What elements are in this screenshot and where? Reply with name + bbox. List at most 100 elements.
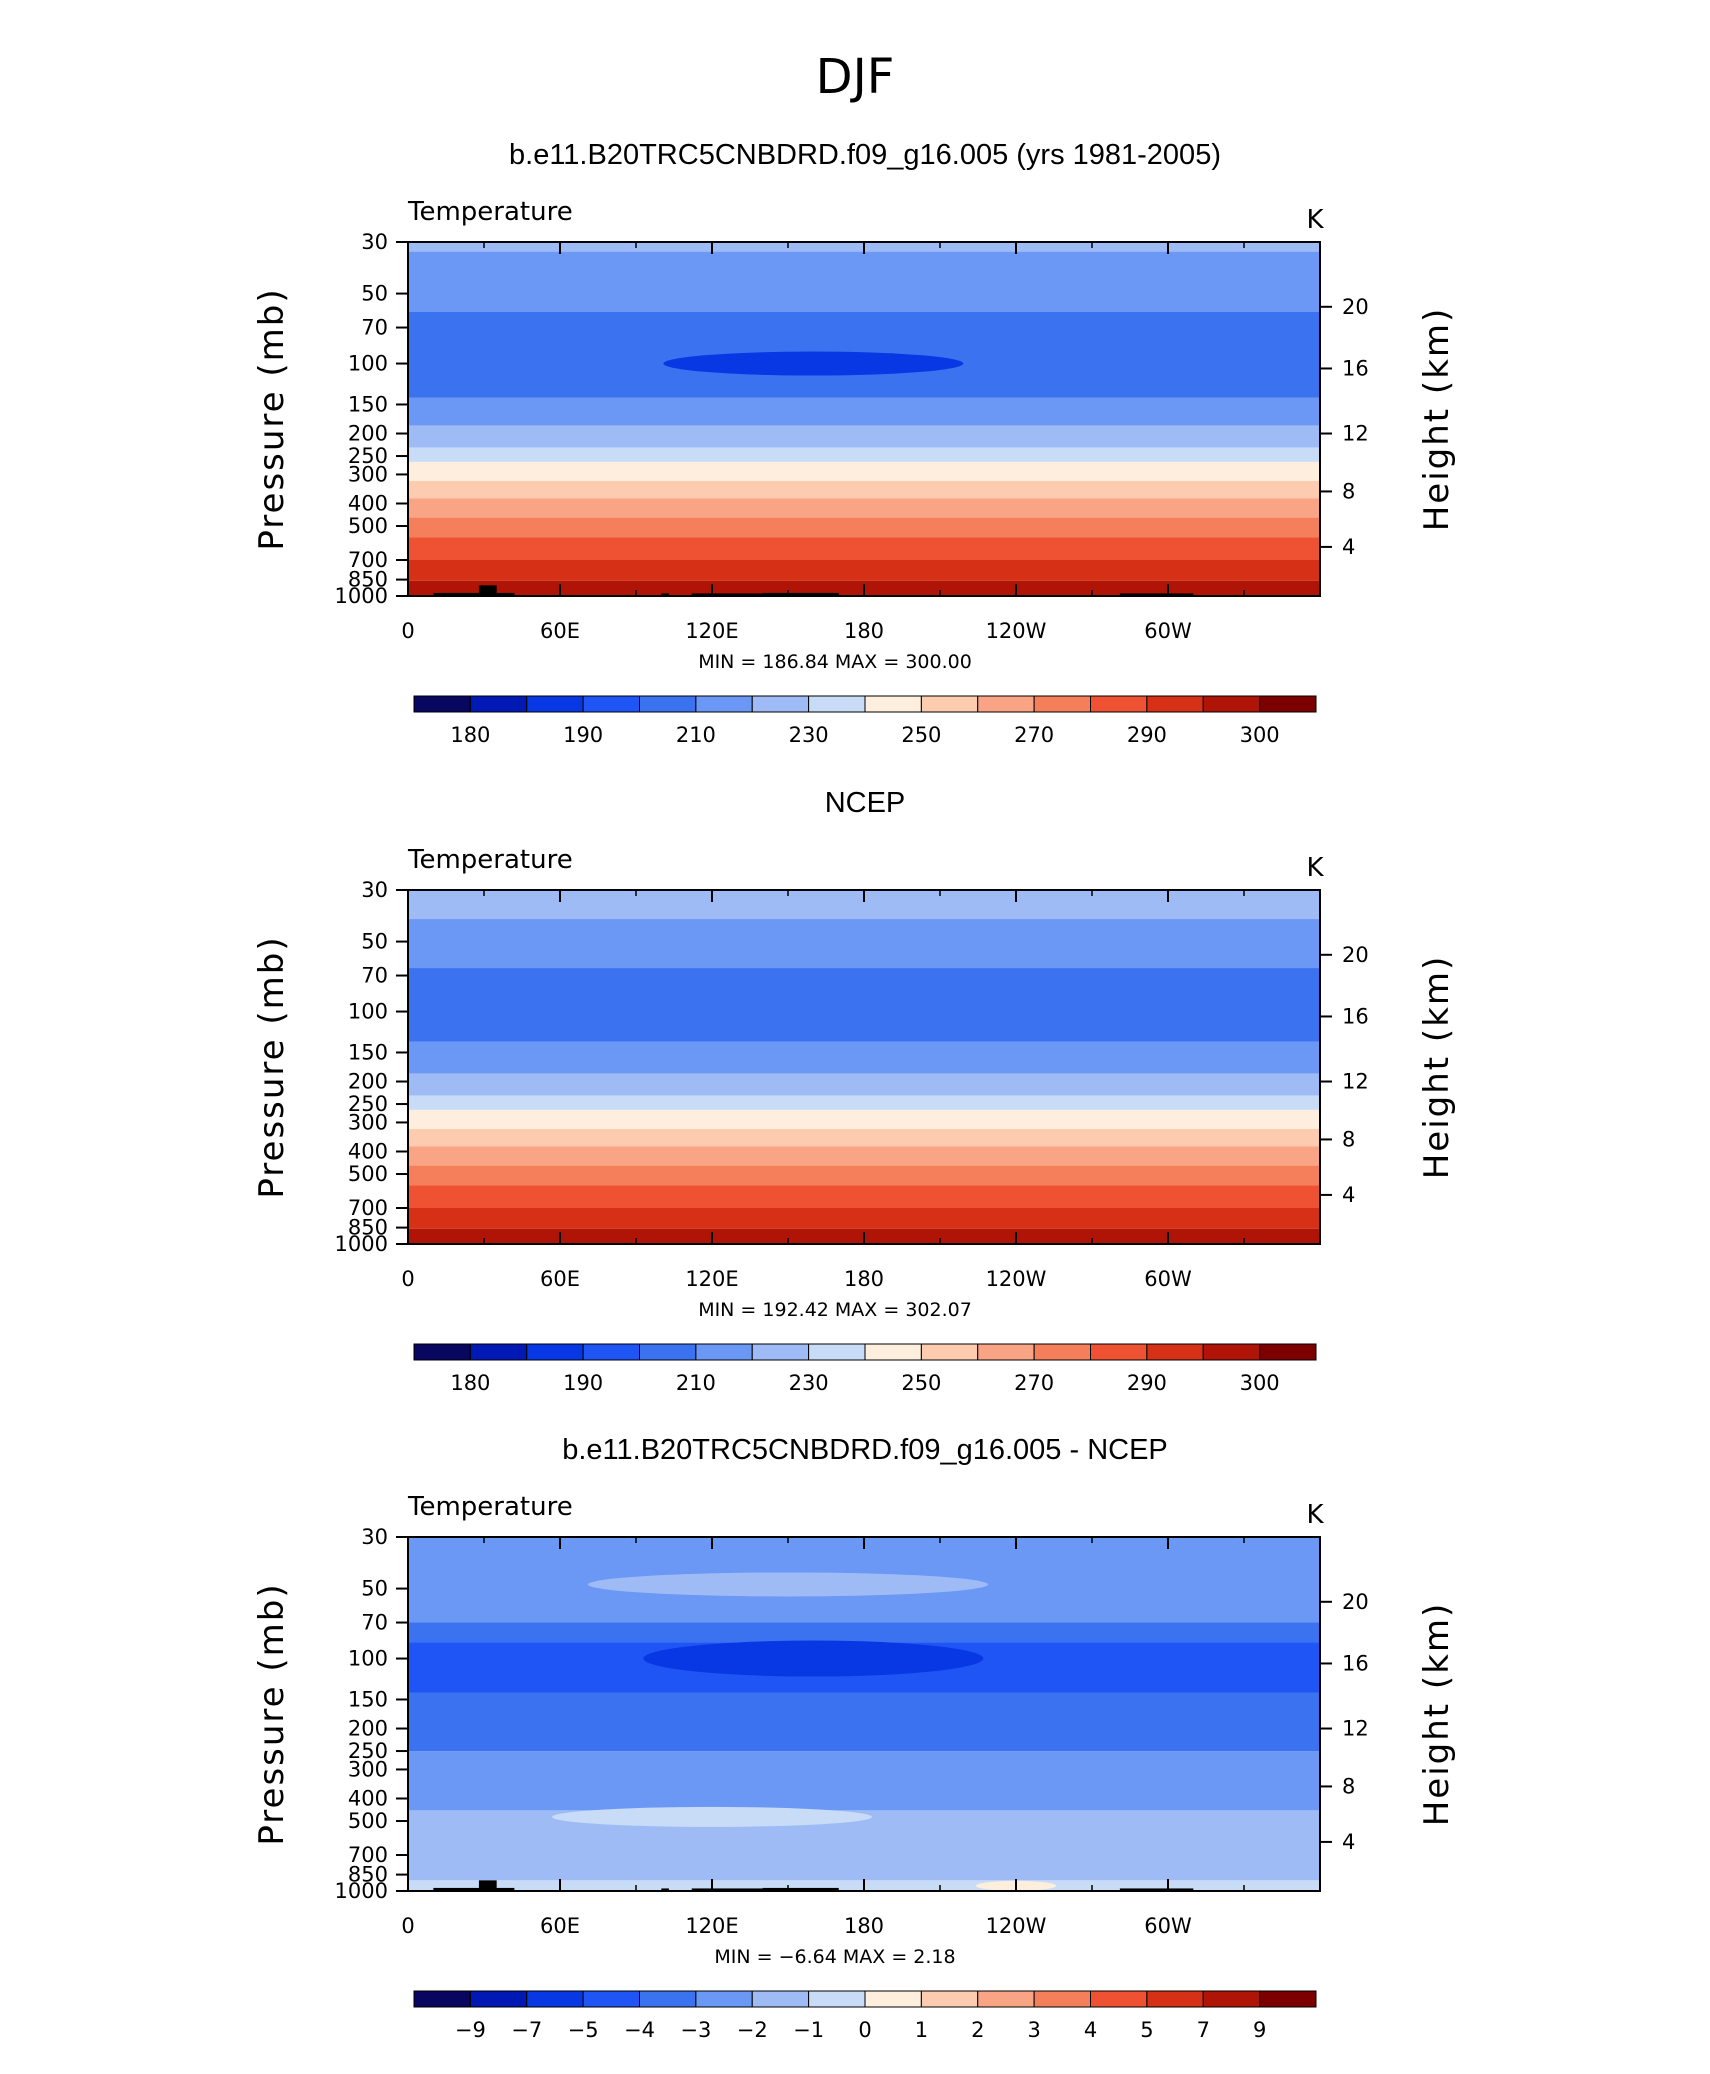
y-tick-label: 30: [361, 230, 388, 254]
contour-band: [408, 1622, 1320, 1643]
colorbar-swatch: [469, 1343, 528, 1361]
colorbar-label: 0: [858, 2018, 871, 2042]
contour-band: [408, 559, 1320, 581]
y2-tick-label: 8: [1342, 1127, 1355, 1151]
y-tick-label: 100: [348, 352, 388, 376]
y-tick-label: 400: [348, 491, 388, 515]
colorbar-swatch: [864, 1343, 922, 1361]
variable-label: Temperature: [407, 1492, 573, 1522]
y-tick-label: 100: [348, 1000, 388, 1024]
contour-band: [408, 1692, 1320, 1752]
y-tick-label: 250: [348, 1739, 388, 1763]
colorbar-swatch: [977, 1343, 1035, 1361]
colorbar-swatch: [1259, 1990, 1317, 2008]
colorbar-swatch: [639, 1990, 697, 2008]
variable-label: Temperature: [407, 845, 573, 875]
x-tick-label: 120E: [685, 619, 738, 643]
y-tick-label: 700: [348, 1196, 388, 1220]
x-tick-label: 120E: [685, 1914, 738, 1938]
panel-1: b.e11.B20TRC5CNBDRD.f09_g16.005 (yrs 198…: [252, 139, 1457, 747]
colorbar-swatch: [977, 1990, 1035, 2008]
x-tick-label: 180: [844, 1914, 884, 1938]
colorbar-swatch: [413, 1343, 471, 1361]
colorbar-label: −9: [455, 2018, 486, 2042]
topography: [661, 1888, 669, 1891]
topography: [478, 1880, 497, 1891]
contour-field: [408, 890, 1320, 1244]
topography: [661, 593, 669, 596]
y2-tick-label: 4: [1342, 535, 1355, 559]
colorbar-swatch: [1033, 1990, 1091, 2008]
y-tick-label: 30: [361, 878, 388, 902]
contour-band: [408, 1095, 1320, 1110]
y-tick-label: 50: [361, 930, 388, 954]
y-tick-label: 300: [348, 1110, 388, 1134]
y2-tick-label: 20: [1342, 295, 1369, 319]
colorbar-label: −3: [680, 2018, 711, 2042]
y-tick-label: 400: [348, 1786, 388, 1810]
y-tick-label: 1000: [335, 1232, 388, 1256]
colorbar-label: −7: [511, 2018, 542, 2042]
y-tick-label: 300: [348, 462, 388, 486]
colorbar-label: 270: [1014, 723, 1054, 747]
y-axis-title: Pressure (mb): [252, 1582, 292, 1845]
y-tick-label: 850: [348, 1863, 388, 1887]
y-tick-label: 200: [348, 422, 388, 446]
colorbar-swatch: [469, 1990, 528, 2008]
x-tick-label: 120W: [986, 619, 1047, 643]
colorbar-label: 4: [1084, 2018, 1097, 2042]
y-tick-label: 150: [348, 1040, 388, 1064]
topography: [762, 1887, 839, 1891]
colorbar-swatch: [695, 695, 753, 713]
colorbar-swatch: [1259, 695, 1317, 713]
contour-field: [408, 242, 1320, 596]
colorbar-swatch: [639, 1343, 697, 1361]
cold-core-region: [663, 351, 964, 376]
colorbar-swatch: [977, 695, 1035, 713]
y-tick-label: 150: [348, 1687, 388, 1711]
colorbar-swatch: [1090, 695, 1148, 713]
x-tick-label: 60E: [540, 1267, 580, 1291]
contour-band: [408, 1041, 1320, 1074]
contour-band: [408, 1810, 1320, 1881]
colorbar-label: 300: [1240, 1371, 1280, 1395]
y-tick-label: 850: [348, 568, 388, 592]
y2-tick-label: 12: [1342, 1717, 1369, 1741]
colorbar-label: 5: [1140, 2018, 1153, 2042]
x-tick-label: 180: [844, 1267, 884, 1291]
x-tick-label: 120W: [986, 1914, 1047, 1938]
colorbar-label: 7: [1197, 2018, 1210, 2042]
colorbar-label: 230: [789, 723, 829, 747]
y2-tick-label: 12: [1342, 1070, 1369, 1094]
x-tick-label: 60W: [1144, 619, 1192, 643]
colorbar-label: 190: [563, 1371, 603, 1395]
x-tick-label: 60E: [540, 1914, 580, 1938]
topography: [1119, 1888, 1194, 1891]
colorbar-swatch: [864, 695, 922, 713]
y-tick-label: 250: [348, 1092, 388, 1116]
x-tick-label: 0: [401, 1914, 414, 1938]
colorbar: 180 190 210 230 250 270 290 300: [413, 1343, 1317, 1395]
panel-title: b.e11.B20TRC5CNBDRD.f09_g16.005 (yrs 198…: [509, 139, 1221, 171]
y-tick-label: 100: [348, 1647, 388, 1671]
colorbar-label: 290: [1127, 1371, 1167, 1395]
colorbar-label: 250: [901, 723, 941, 747]
colorbar-swatch: [413, 695, 471, 713]
colorbar-swatch: [1146, 1990, 1204, 2008]
y-tick-label: 200: [348, 1070, 388, 1094]
topography: [433, 592, 515, 596]
x-tick-label: 120W: [986, 1267, 1047, 1291]
y-tick-label: 1000: [335, 1879, 388, 1903]
colorbar-label: 210: [676, 723, 716, 747]
y2-tick-label: 16: [1342, 1004, 1369, 1028]
colorbar-label: 230: [789, 1371, 829, 1395]
colorbar-label: 210: [676, 1371, 716, 1395]
y-tick-label: 1000: [335, 584, 388, 608]
bias-region: [588, 1572, 988, 1597]
contour-band: [408, 1128, 1320, 1147]
contour-band: [408, 968, 1320, 1042]
colorbar-swatch: [526, 1990, 584, 2008]
contour-band: [408, 251, 1320, 312]
y-tick-label: 500: [348, 1162, 388, 1186]
contour-field: [408, 1537, 1320, 1891]
